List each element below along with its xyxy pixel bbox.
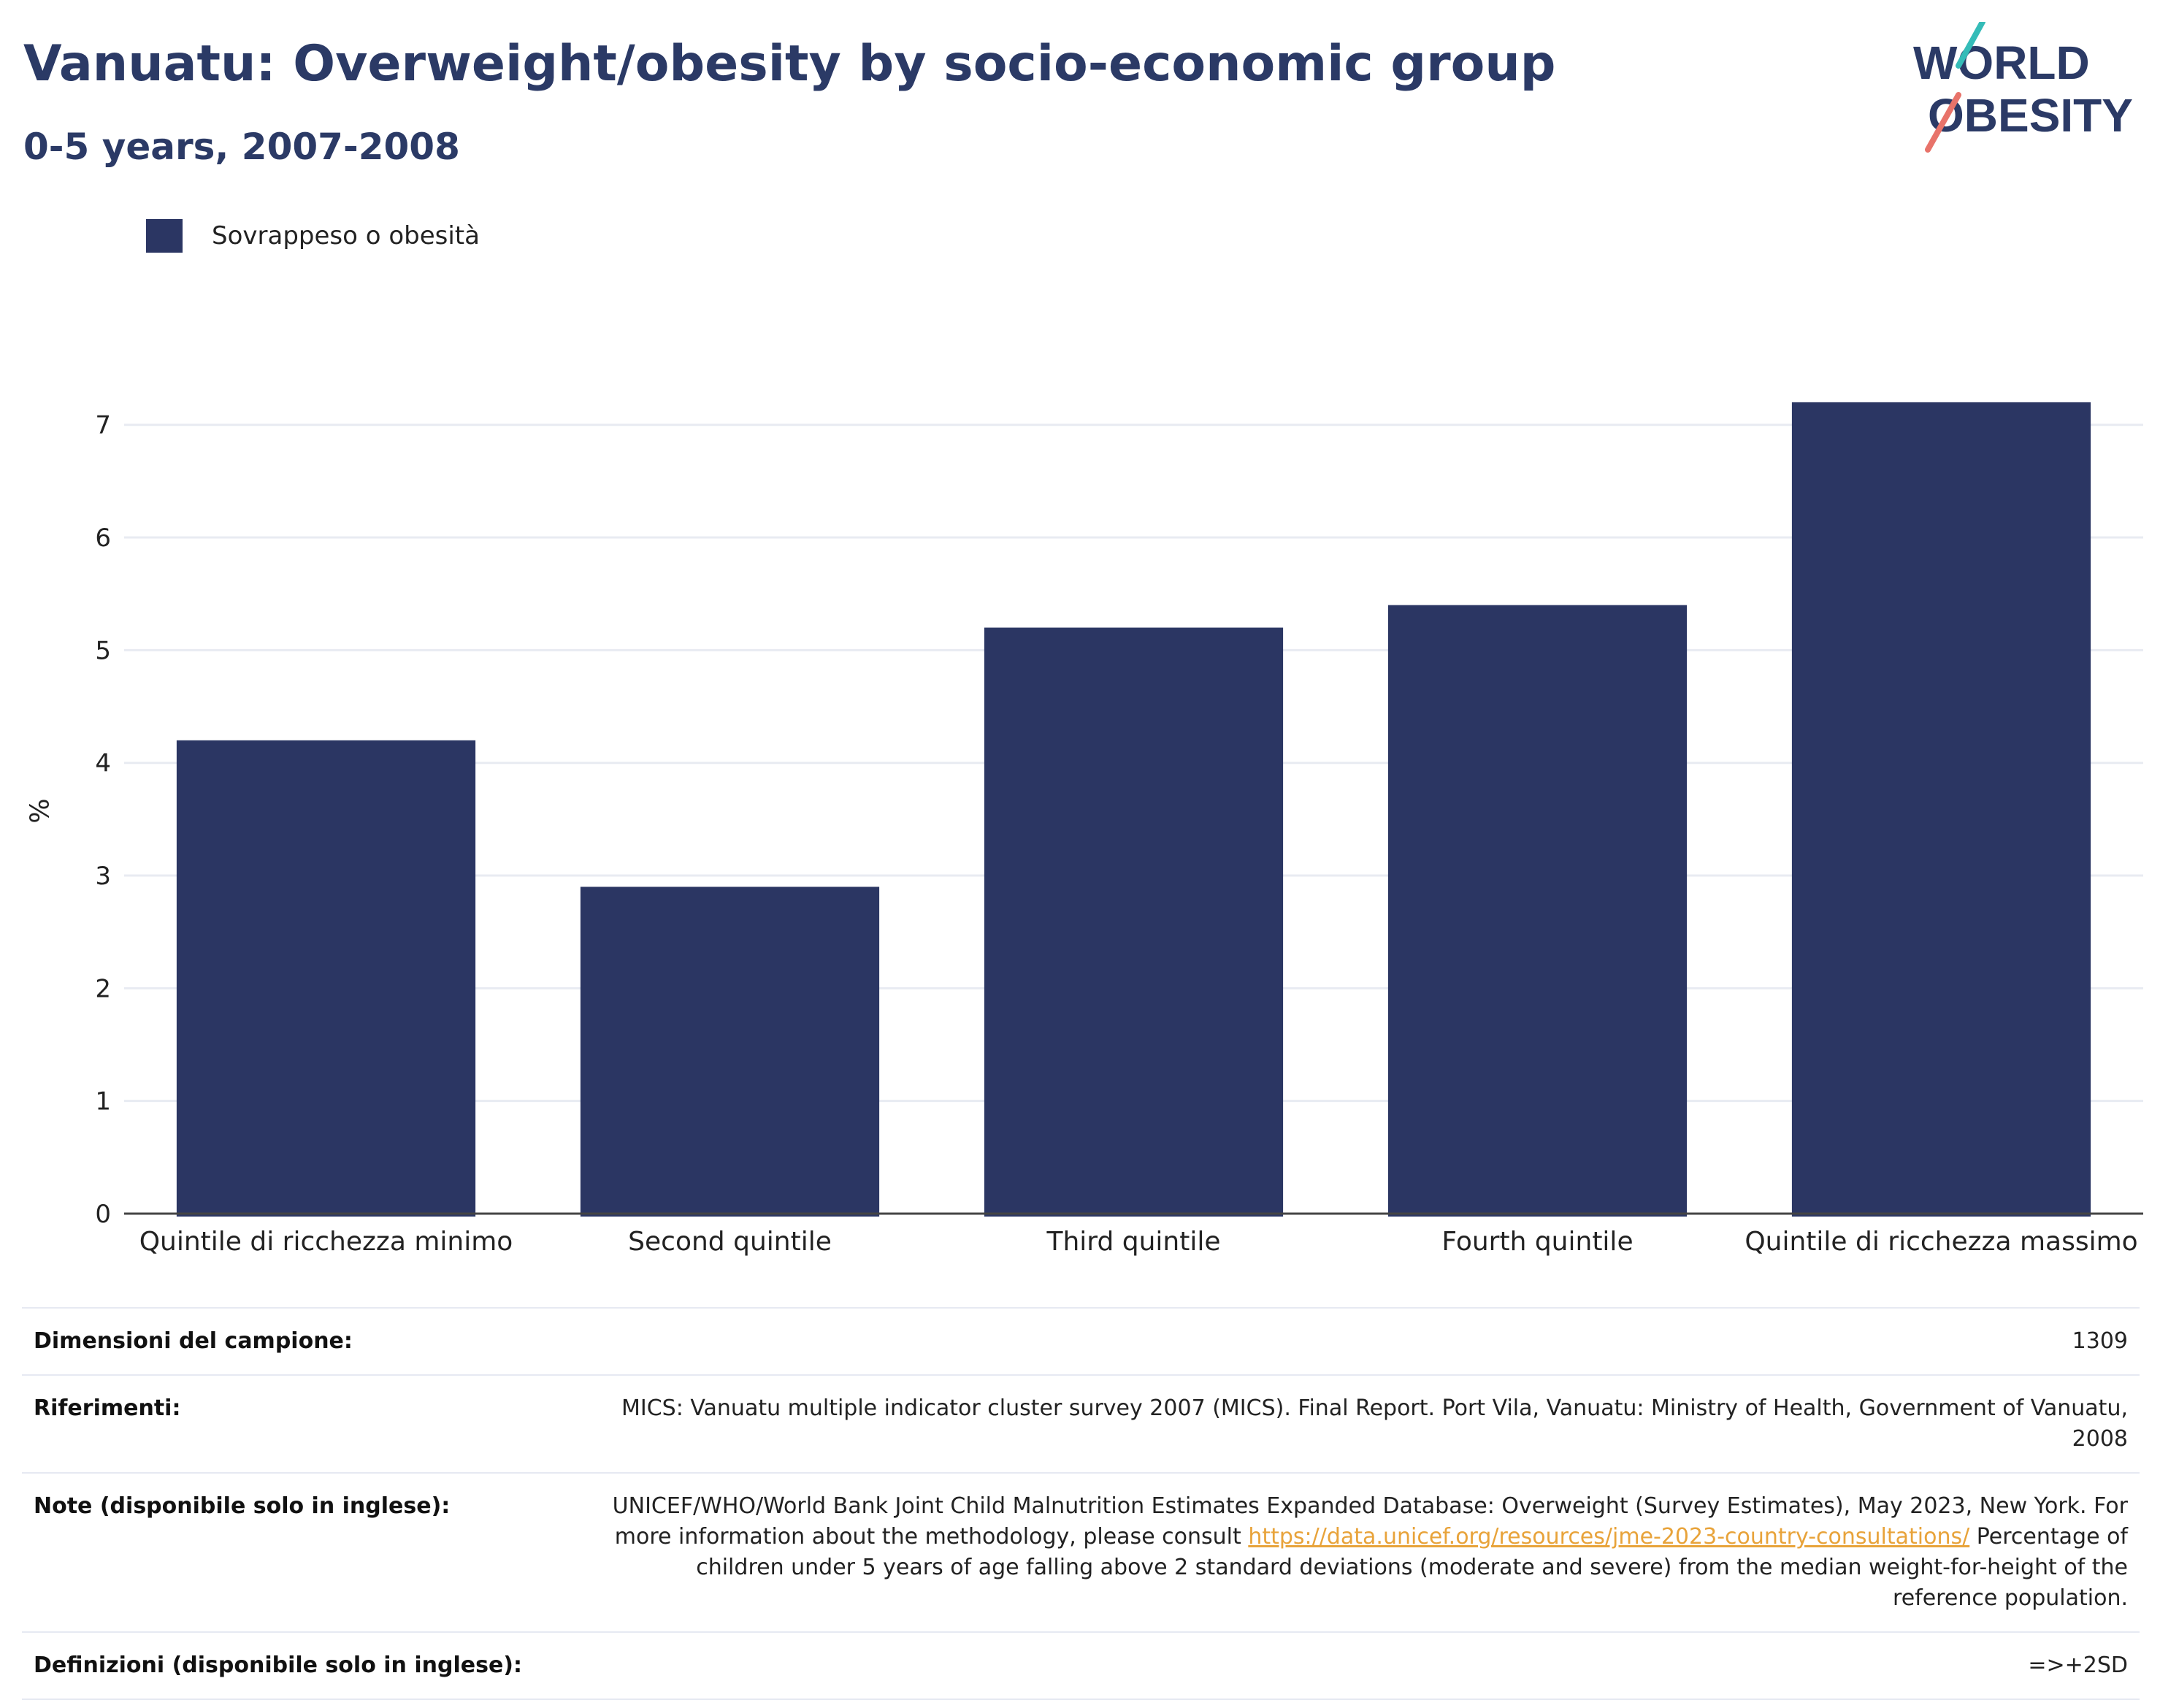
bar-chart: 0 1 2 3 4 5 6 7 Quintile di ricchezza minimo Sec…: [95, 402, 2143, 1257]
notes-value: UNICEF/WHO/World Bank Joint Child Malnut…: [589, 1491, 2128, 1614]
x-tick-label: Quintile di ricchezza minimo: [139, 1227, 513, 1257]
bars: [176, 402, 2091, 1217]
definitions-label: Definizioni (disponibile solo in inglese…: [34, 1653, 522, 1678]
definitions-value: =>+2SD: [2028, 1653, 2128, 1678]
y-tick-label: 7: [95, 411, 111, 440]
bar: [1387, 605, 1688, 1217]
chart-subtitle: 0-5 years, 2007-2008: [23, 126, 460, 168]
legend-swatch: [146, 219, 183, 253]
y-axis-title: %: [25, 798, 55, 824]
info-row-definitions: Definizioni (disponibile solo in inglese…: [22, 1631, 2140, 1700]
info-row-notes: Note (disponibile solo in inglese): UNIC…: [22, 1472, 2140, 1631]
logo-line1: WORLD: [1913, 37, 2090, 89]
y-tick-label: 2: [95, 974, 111, 1003]
y-tick-label: 5: [95, 636, 111, 665]
x-tick-label: Quintile di ricchezza massimo: [1745, 1227, 2137, 1257]
logo-line2: OBESITY: [1928, 89, 2133, 142]
bar: [984, 627, 1284, 1217]
notes-label: Note (disponibile solo in inglese):: [34, 1493, 451, 1519]
y-tick-label: 6: [95, 524, 111, 553]
sample-label: Dimensioni del campione:: [34, 1328, 353, 1354]
x-tick-label: Second quintile: [628, 1227, 832, 1257]
logo-slash-teal: [1956, 22, 1985, 69]
bar: [1791, 402, 2091, 1217]
x-tick-label: Fourth quintile: [1441, 1227, 1633, 1257]
chart-legend: Sovrappeso o obesità: [146, 219, 480, 253]
notes-text-2: Percentage of children under 5 years of …: [696, 1524, 2128, 1611]
chart-title: Vanuatu: Overweight/obesity by socio-eco…: [23, 35, 1556, 93]
world-obesity-logo: WORLD OBESITY: [1913, 22, 2133, 153]
y-tick-label: 4: [95, 749, 111, 778]
info-table: Dimensioni del campione: 1309 Riferiment…: [22, 1307, 2140, 1700]
x-tick-labels: Quintile di ricchezza minimo Second quint…: [139, 1227, 2138, 1257]
info-row-references: Riferimenti: MICS: Vanuatu multiple indi…: [22, 1374, 2140, 1472]
references-value: MICS: Vanuatu multiple indicator cluster…: [621, 1395, 2128, 1452]
bar: [176, 740, 476, 1217]
sample-value: 1309: [2072, 1328, 2128, 1354]
legend-label: Sovrappeso o obesità: [212, 221, 480, 250]
y-tick-label: 0: [95, 1200, 111, 1229]
notes-text-1: UNICEF/WHO/World Bank Joint Child Malnut…: [612, 1493, 2128, 1550]
notes-link[interactable]: https://data.unicef.org/resources/jme-20…: [1248, 1524, 1970, 1550]
info-row-sample: Dimensioni del campione: 1309: [22, 1307, 2140, 1374]
logo-slash-coral: [1925, 92, 1961, 153]
y-tick-label: 1: [95, 1087, 111, 1117]
references-label: Riferimenti:: [34, 1395, 181, 1421]
y-tick-labels: 0 1 2 3 4 5 6 7: [95, 411, 111, 1229]
y-tick-label: 3: [95, 862, 111, 891]
x-tick-label: Third quintile: [1046, 1227, 1220, 1257]
bar: [580, 886, 880, 1217]
